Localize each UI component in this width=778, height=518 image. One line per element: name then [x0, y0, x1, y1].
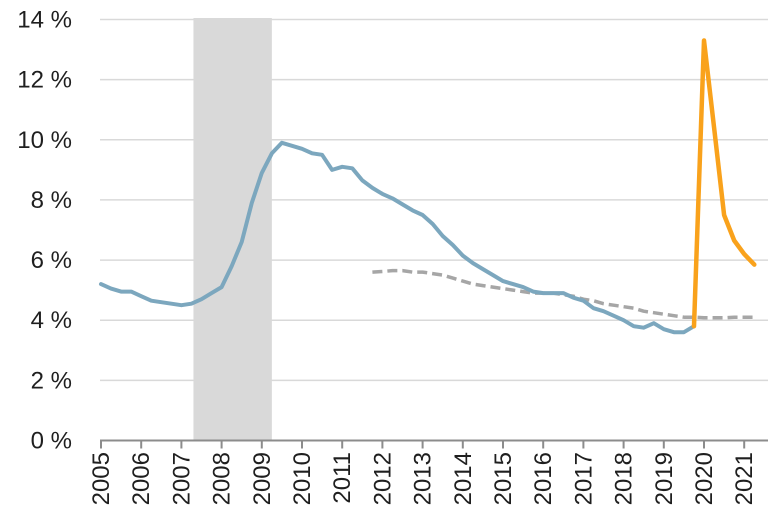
x-axis-label: 2017 — [570, 452, 597, 505]
spike-line-orange — [691, 38, 757, 329]
x-axis-label: 2011 — [329, 452, 356, 504]
x-axis-label: 2014 — [450, 452, 477, 505]
x-axis-label: 2009 — [249, 452, 276, 505]
x-axis-label: 2020 — [691, 452, 718, 505]
y-axis-label: 4 % — [31, 307, 72, 334]
x-axis-label: 2008 — [209, 452, 236, 505]
x-axis-label: 2006 — [128, 452, 155, 505]
x-axis-label: 2013 — [410, 452, 437, 505]
y-axis-label: 2 % — [31, 367, 72, 394]
x-axis-label: 2019 — [651, 452, 678, 505]
recession-band — [193, 18, 272, 441]
y-axis-label: 10 % — [17, 127, 72, 154]
y-axis-label: 6 % — [31, 247, 72, 274]
x-axis-label: 2015 — [490, 452, 517, 505]
y-axis-label: 14 % — [17, 6, 72, 33]
x-axis-label: 2016 — [530, 452, 557, 505]
x-axis-label: 2012 — [369, 452, 396, 505]
x-axis-label: 2021 — [731, 452, 758, 505]
y-axis-label: 8 % — [31, 187, 72, 214]
x-axis-label: 2005 — [88, 452, 115, 505]
x-axis-label: 2007 — [168, 452, 195, 505]
y-axis-label: 12 % — [17, 67, 72, 94]
main-line-blue — [99, 140, 696, 335]
dashed-line-gray — [372, 268, 755, 320]
x-axis-label: 2018 — [611, 452, 638, 505]
y-axis-label: 0 % — [31, 428, 72, 455]
x-axis-label: 2010 — [289, 452, 316, 505]
